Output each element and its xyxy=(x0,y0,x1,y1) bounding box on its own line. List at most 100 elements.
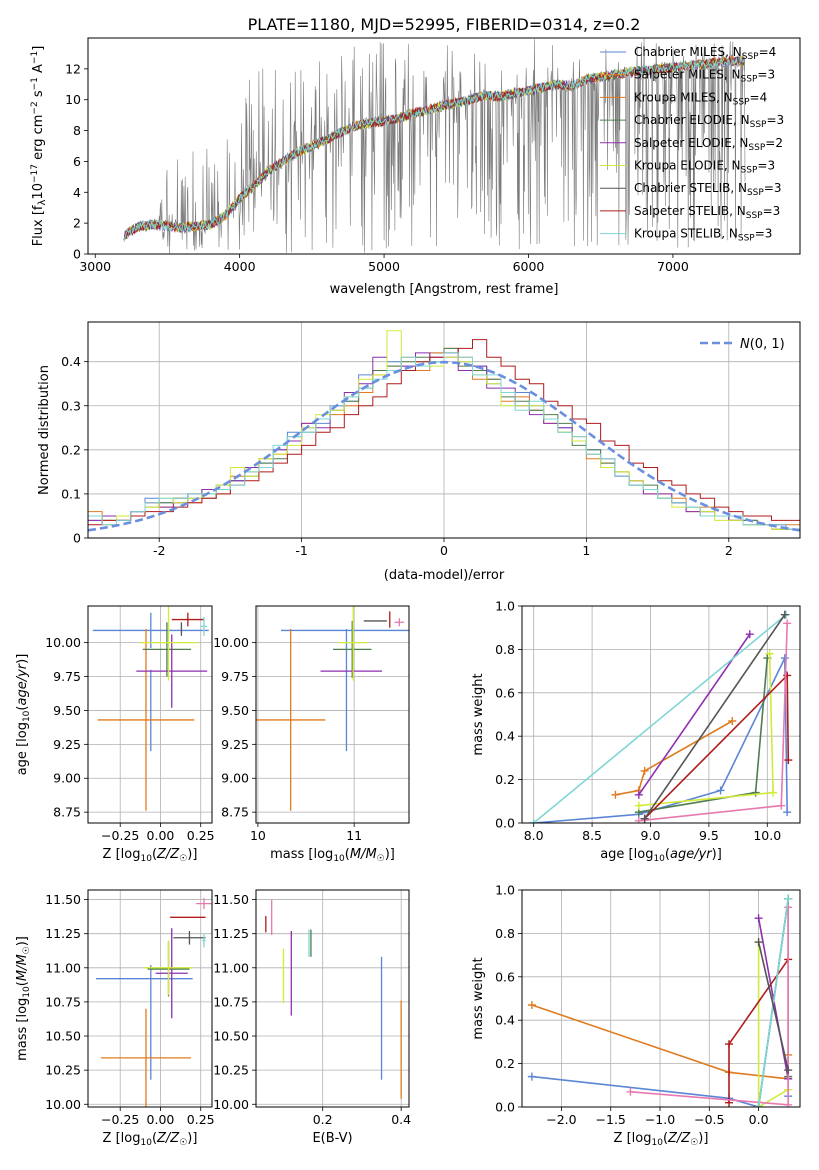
mass_vs_Z-plot xyxy=(96,898,212,1107)
x-axis-label: age [log10(age/yr)] xyxy=(600,847,722,864)
mass_vs_ebv-axes: 0.2 0.4 10.00 10.25 10.50 10.75 11.00 11.25 11.5… xyxy=(213,890,411,1127)
x-axis-label-part: M/M xyxy=(350,847,377,862)
legend-label-sub: SSP xyxy=(748,143,765,153)
legend-label-main: Salpeter STELIB, N xyxy=(634,204,746,218)
y-tick-label: 0.4 xyxy=(61,354,81,369)
legend-label-tail: =3 xyxy=(764,181,782,195)
error-bar-point xyxy=(139,606,198,681)
y-axis-label-part: Normed distribution xyxy=(37,365,52,495)
y-tick-label: 0.8 xyxy=(495,926,515,941)
x-tick-label: −0.5 xyxy=(694,1112,724,1127)
x-tick-label: -1 xyxy=(295,543,307,558)
x-tick-label: −0.25 xyxy=(101,828,139,843)
error-bar-point xyxy=(142,622,192,677)
y-tick-label: 1.0 xyxy=(495,599,515,614)
y-tick-label: 9.00 xyxy=(53,771,81,786)
y-tick-label: 6 xyxy=(73,154,81,169)
weight-marker xyxy=(754,914,763,923)
spectrum-plot xyxy=(123,38,746,254)
y-tick-label: 11.50 xyxy=(213,892,249,907)
x-axis-label-part: 10 xyxy=(140,854,152,864)
weight-marker xyxy=(634,801,643,810)
y-axis-label: mass [log10(M/M☉)] xyxy=(15,936,32,1061)
x-axis-label-part: ☉ xyxy=(690,1138,698,1148)
weight-marker xyxy=(728,717,737,726)
y-axis-label-part: 10 xyxy=(22,710,32,722)
y-tick-label: 0 xyxy=(73,531,81,546)
y-axis-label-part: M/M xyxy=(15,954,30,981)
y-tick-label: 12 xyxy=(65,61,81,76)
x-axis-label-part: ☉ xyxy=(179,1138,187,1148)
x-axis-label-part: Z [log xyxy=(103,1131,141,1146)
legend-label-main: Chabrier STELIB, N xyxy=(634,181,747,195)
x-tick-label: 1 xyxy=(582,543,590,558)
x-tick-label: 0.00 xyxy=(147,828,175,843)
y-axis-label-part: Flux [f xyxy=(31,205,46,246)
y-tick-label: 0.3 xyxy=(61,398,81,413)
x-tick-label: 10.0 xyxy=(753,828,781,843)
legend-label-sub: SSP xyxy=(733,97,750,107)
legend-label-main: Kroupa MILES, N xyxy=(634,90,733,104)
spectrum-frame xyxy=(87,37,801,255)
error-bar-point xyxy=(136,634,208,708)
weight-marker xyxy=(754,938,763,947)
y-tick-label: 10.50 xyxy=(213,1029,249,1044)
y-axis-label: Flux [fλ10−17 erg cm−2 s−1 A−1] xyxy=(30,46,48,247)
error-bar-point xyxy=(200,616,208,636)
y-tick-label: 8 xyxy=(73,123,81,138)
x-axis-label-part: )] xyxy=(385,847,395,862)
x-axis-label-part: )] xyxy=(187,847,197,862)
y-axis-label-part: mass [log xyxy=(15,998,30,1061)
legend-label-main: Kroupa ELODIE, N xyxy=(634,159,741,173)
y-tick-label: 0.2 xyxy=(495,772,515,787)
y-axis-label-part: ( xyxy=(15,706,30,711)
age_vs_mass-plot xyxy=(256,606,409,811)
weight-marker xyxy=(527,1001,536,1010)
mass_vs_Z-frame xyxy=(87,889,213,1108)
x-axis-label-part: 10 xyxy=(653,854,665,864)
y-tick-label: 0.0 xyxy=(495,1100,515,1115)
error-bar-point xyxy=(202,933,206,948)
x-tick-label: −2.0 xyxy=(546,1112,576,1127)
y-tick-label: 1.0 xyxy=(495,883,515,898)
weight-series-line xyxy=(638,633,751,796)
weight-marker xyxy=(784,903,793,912)
legend-label-sub: SSP xyxy=(741,166,758,176)
weight-marker xyxy=(529,819,538,823)
y-axis-label-part: mass weight xyxy=(471,957,486,1039)
x-axis-label-part: ( xyxy=(152,847,157,862)
x-tick-label: 7000 xyxy=(657,259,689,274)
weight-marker xyxy=(780,610,789,619)
mass_vs_Z-axes: −0.25 0.00 0.25 10.00 10.25 10.50 10.75 11.00 11… xyxy=(45,890,215,1127)
weight-marker xyxy=(783,619,792,628)
y-axis-label: mass weight xyxy=(471,957,486,1039)
weight-marker xyxy=(783,808,792,817)
weight-marker xyxy=(769,788,778,797)
y-tick-label: 10.00 xyxy=(213,635,249,650)
y-tick-label: 9.25 xyxy=(221,737,249,752)
y-tick-label: 4 xyxy=(73,185,81,200)
x-axis-label-part: Z/Z xyxy=(667,1131,691,1146)
y-tick-label: 0.2 xyxy=(61,442,81,457)
y-axis-label-part: A xyxy=(31,64,46,77)
y-tick-label: 10.00 xyxy=(213,1097,249,1112)
gaussian-curve xyxy=(88,360,800,532)
legend-label: Kroupa STELIB, NSSP=3 xyxy=(634,227,772,244)
y-tick-label: 0.4 xyxy=(495,1013,515,1028)
weight-marker xyxy=(751,788,760,797)
model-spectrum-line xyxy=(123,56,745,241)
y-tick-label: 11.50 xyxy=(45,892,81,907)
weight-marker xyxy=(783,671,792,680)
x-axis-label-part: Z [log xyxy=(103,847,141,862)
error-bar-point xyxy=(394,618,405,627)
y-tick-label: 10 xyxy=(65,92,81,107)
x-axis-label: E(B-V) xyxy=(312,1131,352,1146)
age_vs_Z-plot xyxy=(92,606,209,811)
x-axis-label-part: 10 xyxy=(651,1138,663,1148)
y-tick-label: 9.50 xyxy=(53,703,81,718)
weight-marker xyxy=(784,1100,793,1107)
x-tick-label: 0.25 xyxy=(187,1112,215,1127)
y-axis-label-part: age [log xyxy=(15,722,30,775)
y-tick-label: 0.8 xyxy=(495,642,515,657)
